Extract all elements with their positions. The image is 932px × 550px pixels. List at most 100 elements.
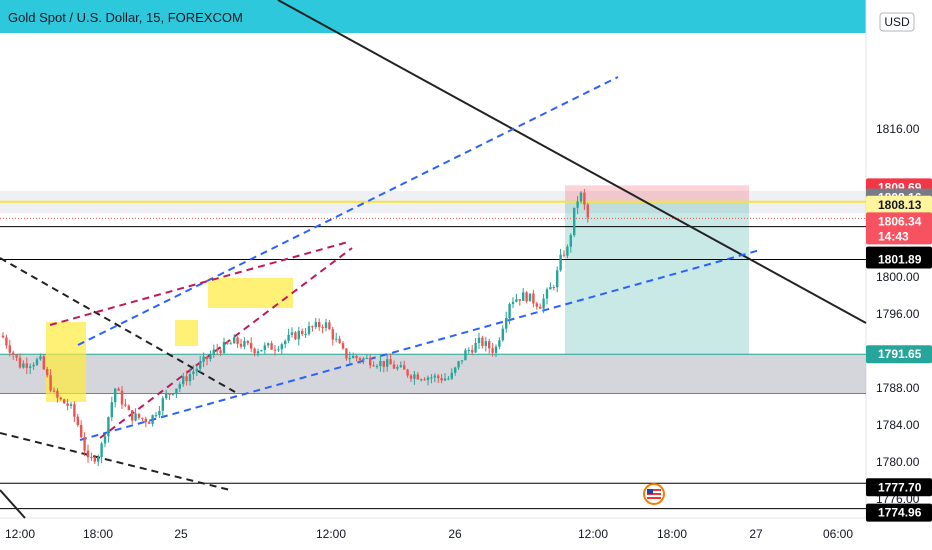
take-profit-zone xyxy=(565,201,749,355)
candle-body xyxy=(542,298,545,309)
position-tool[interactable] xyxy=(565,185,749,355)
candle-body xyxy=(100,443,103,458)
candle-body xyxy=(375,366,379,368)
candle-body xyxy=(270,343,273,350)
candle-body xyxy=(226,341,229,344)
candle-body xyxy=(182,376,185,385)
currency-label: USD xyxy=(884,15,910,29)
candle-body xyxy=(56,390,59,398)
demand-zone xyxy=(0,354,866,394)
candle-body xyxy=(273,349,277,351)
candle-body xyxy=(515,299,518,302)
price-tag-bg xyxy=(866,503,932,522)
candle-body xyxy=(471,350,474,353)
candle-body xyxy=(267,343,270,346)
candle-body xyxy=(202,356,205,362)
price-tick-label: 1780.00 xyxy=(876,455,920,469)
black-dashed-line-lower xyxy=(0,432,231,491)
candle-body xyxy=(474,342,477,353)
candle-body xyxy=(151,415,154,424)
candle-body xyxy=(195,368,198,372)
candle-body xyxy=(355,355,358,359)
header-bar xyxy=(0,0,866,33)
candle-body xyxy=(304,333,307,335)
candle-body xyxy=(141,417,144,419)
candle-body xyxy=(297,330,300,340)
us-flag-event-icon[interactable] xyxy=(643,483,665,505)
candle-body xyxy=(287,334,290,341)
candle-body xyxy=(338,338,341,344)
candle-body xyxy=(498,340,501,347)
price-tag-label: 1801.89 xyxy=(878,253,922,267)
black-downtrend-line xyxy=(277,0,867,324)
currency-box[interactable] xyxy=(879,12,915,32)
candle-body xyxy=(260,349,263,352)
candle-body xyxy=(35,359,39,365)
horizontal-lines-layer xyxy=(0,200,866,510)
candle-body xyxy=(127,405,130,411)
candle-body xyxy=(171,394,175,396)
candle-body xyxy=(535,303,538,307)
candle-body xyxy=(25,363,28,368)
magenta-wedge-top xyxy=(49,241,349,326)
candle-body xyxy=(556,270,559,288)
candle-body xyxy=(124,404,127,406)
magenta-wedge-bottom xyxy=(99,247,353,439)
candle-body xyxy=(440,378,443,381)
candle-body xyxy=(573,207,576,236)
candle-body xyxy=(358,358,362,361)
candle-body xyxy=(307,326,311,334)
candle-body xyxy=(32,364,35,367)
candle-body xyxy=(263,345,266,350)
candle-body xyxy=(216,349,219,351)
time-tick-label: 25 xyxy=(174,527,188,541)
candle-body xyxy=(243,341,246,347)
candle-body xyxy=(178,384,181,389)
candle-body xyxy=(389,359,392,365)
candle-body xyxy=(392,364,396,369)
candle-body xyxy=(549,287,552,290)
candle-body xyxy=(345,348,348,359)
candle-body xyxy=(63,399,66,404)
candle-body xyxy=(525,292,528,302)
candle-body xyxy=(185,376,188,382)
candle-body xyxy=(423,379,426,381)
candle-body xyxy=(539,306,542,309)
candle-body xyxy=(114,388,117,403)
candle-body xyxy=(290,332,294,335)
candle-body xyxy=(528,293,532,302)
price-tag-bg xyxy=(866,478,932,497)
candle-body xyxy=(212,349,215,355)
candle-body xyxy=(396,366,399,369)
candle-body xyxy=(460,360,464,362)
candle-body xyxy=(110,402,113,418)
candle-body xyxy=(406,369,409,376)
time-tick-label: 26 xyxy=(448,527,462,541)
candle-body xyxy=(348,358,351,360)
candle-body xyxy=(236,337,239,344)
candle-body xyxy=(134,413,137,421)
candle-body xyxy=(508,304,511,319)
candle-body xyxy=(532,293,535,304)
candle-body xyxy=(107,417,110,437)
candles-layer xyxy=(1,188,589,467)
candle-body xyxy=(8,345,11,353)
candle-body xyxy=(93,456,96,462)
candle-body xyxy=(1,335,5,338)
candle-body xyxy=(426,377,430,381)
candle-body xyxy=(39,356,42,360)
blue-dashed-channel-upper xyxy=(77,76,619,346)
candle-body xyxy=(321,327,324,329)
candle-body xyxy=(566,246,569,256)
candle-body xyxy=(505,318,508,329)
time-tick-label: 06:00 xyxy=(823,527,853,541)
price-tags: 1809.691808.161808.131806.3414:431805.45… xyxy=(866,178,932,522)
candle-body xyxy=(294,332,297,340)
candle-body xyxy=(562,254,566,256)
candle-body xyxy=(420,379,423,381)
candle-body xyxy=(76,416,79,426)
price-tag-countdown: 14:43 xyxy=(878,229,909,243)
candle-body xyxy=(365,358,368,360)
candle-body xyxy=(559,254,562,271)
